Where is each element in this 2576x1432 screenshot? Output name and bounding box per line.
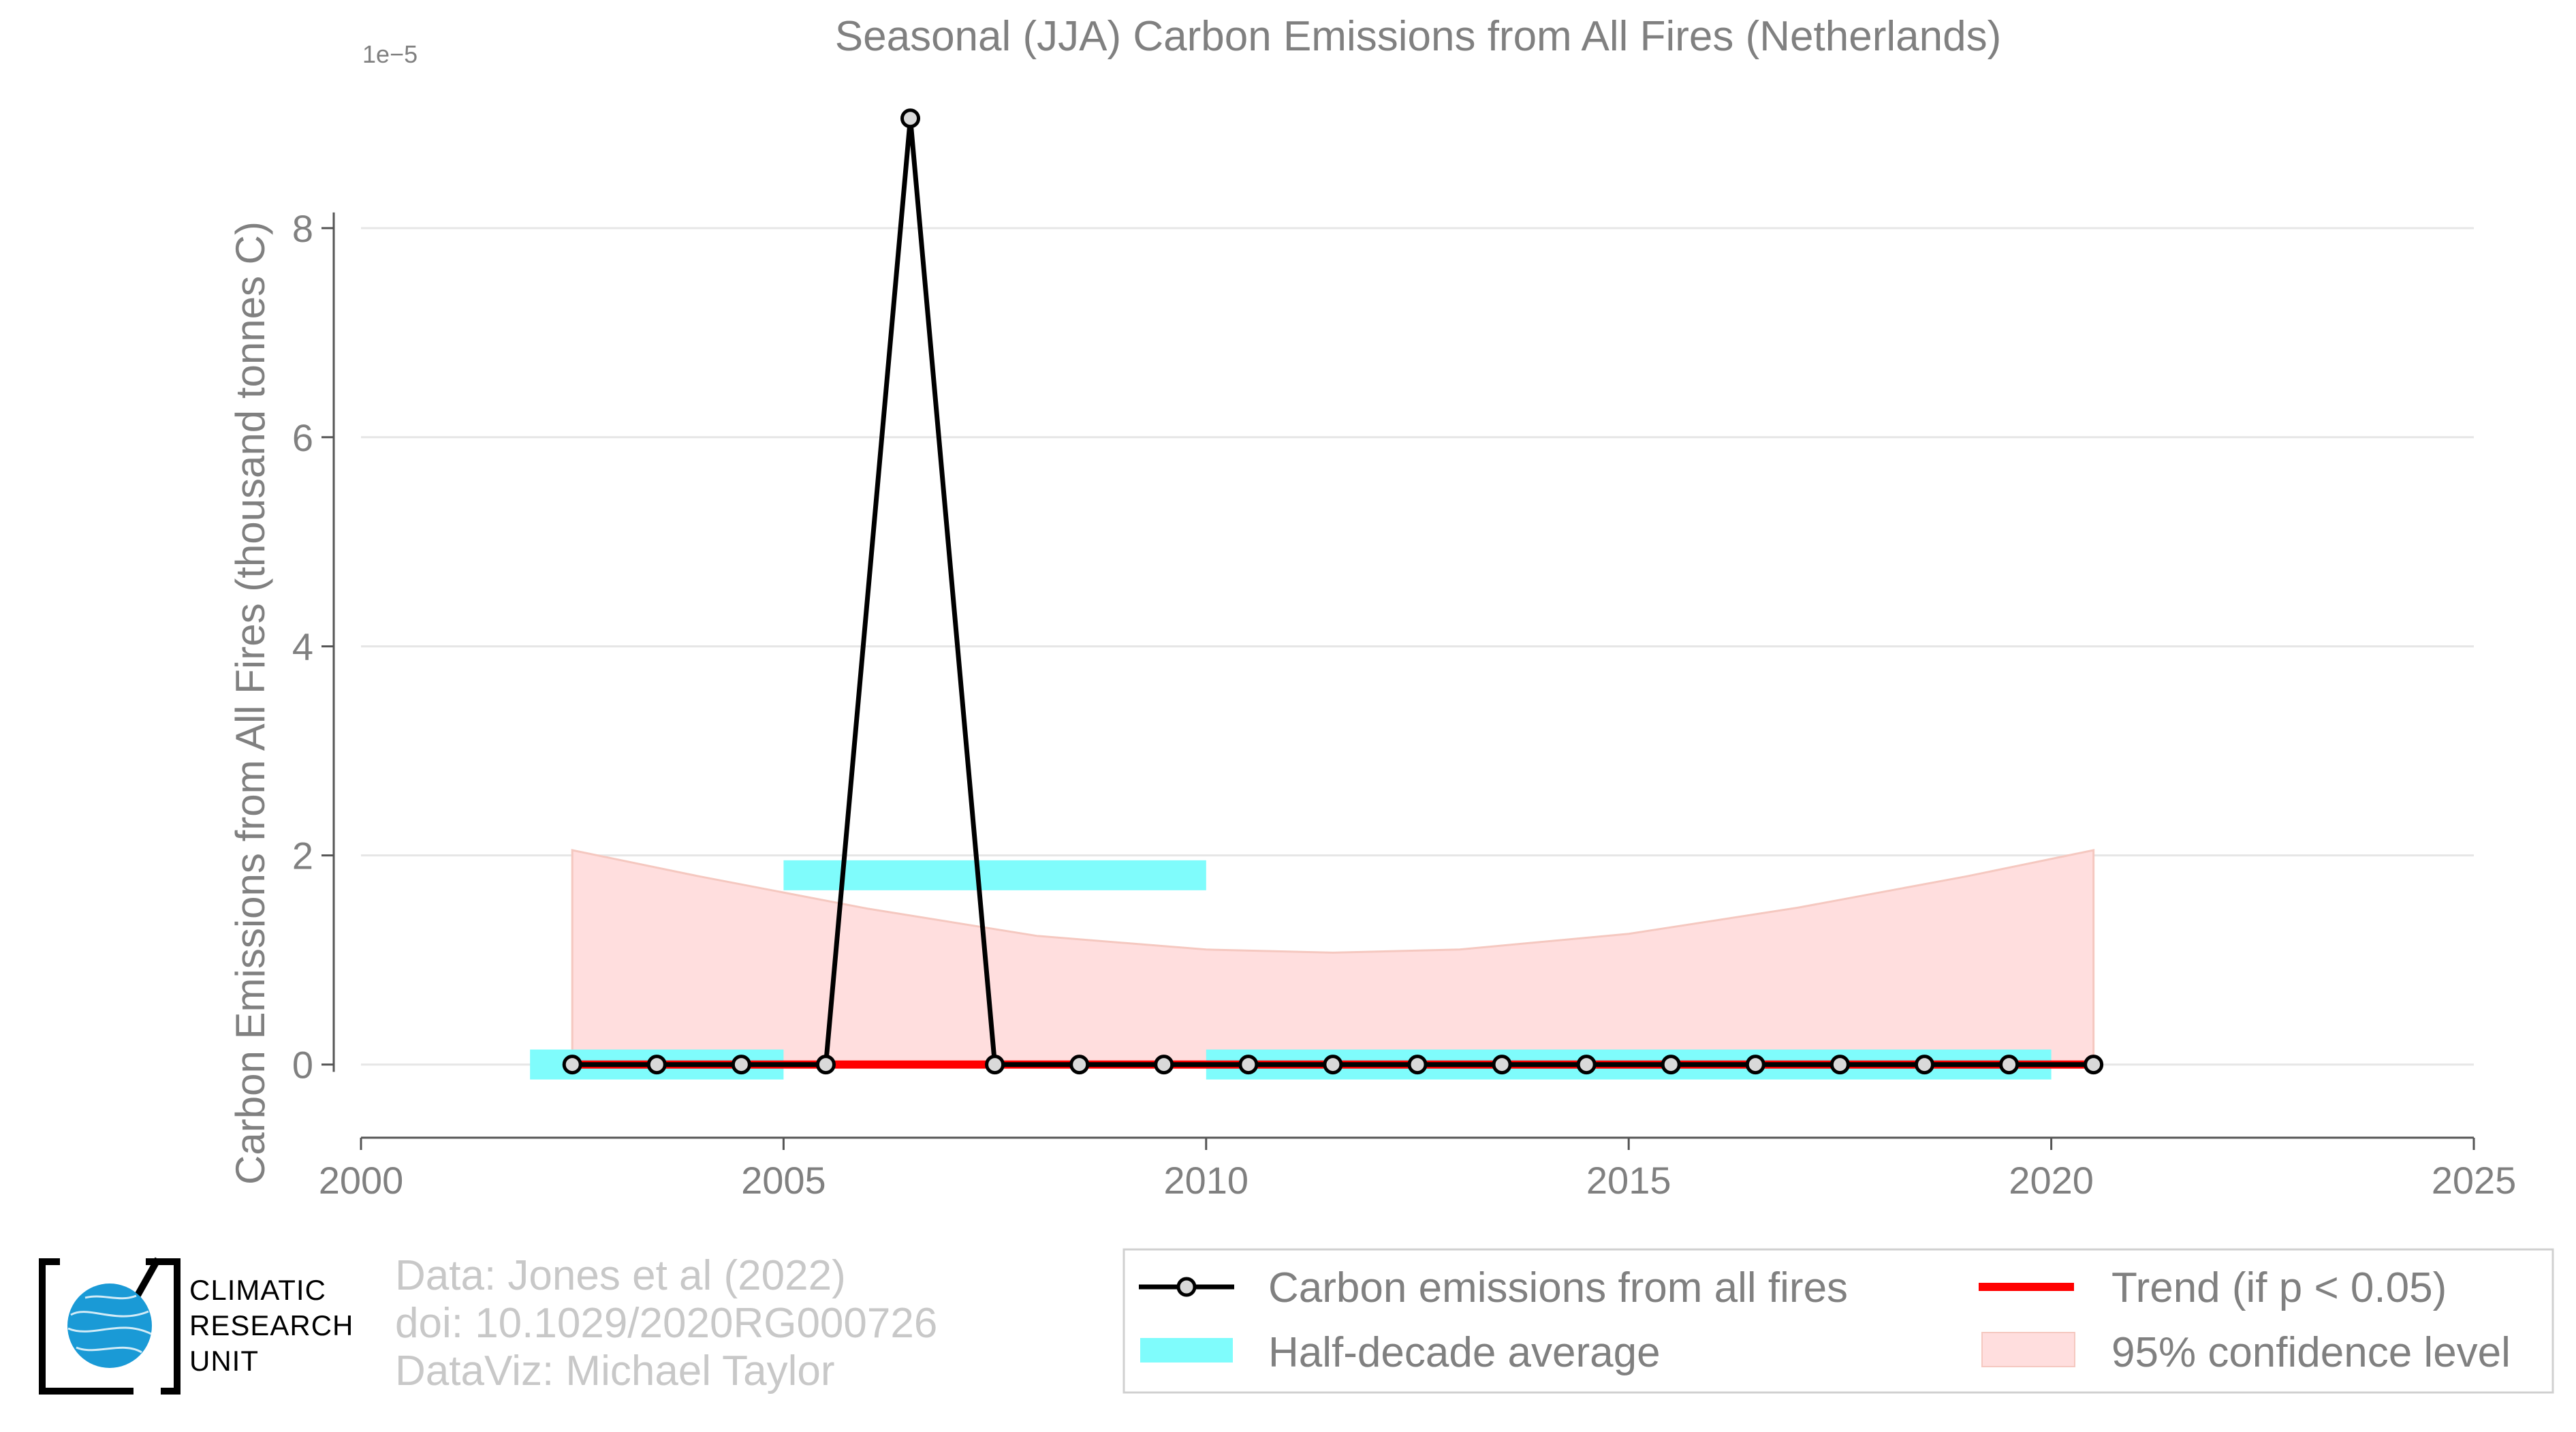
legend-swatch-half-decade bbox=[1140, 1338, 1233, 1363]
logo-text: CLIMATIC RESEARCH UNIT bbox=[189, 1273, 354, 1379]
data-point bbox=[815, 1055, 836, 1075]
logo-line-1: CLIMATIC bbox=[189, 1274, 326, 1306]
legend-label-half-decade: Half-decade average bbox=[1268, 1329, 1661, 1376]
credit-data-source: Data: Jones et al (2022) bbox=[395, 1252, 846, 1299]
chart-title: Seasonal (JJA) Carbon Emissions from All… bbox=[835, 13, 2001, 60]
logo-bracket-right bbox=[146, 1258, 180, 1395]
data-point bbox=[1999, 1055, 2020, 1075]
logo-line-3: UNIT bbox=[189, 1345, 259, 1377]
y-exponent-label: 1e−5 bbox=[362, 40, 418, 68]
y-axis-label: Carbon Emissions from All Fires (thousan… bbox=[227, 221, 273, 1185]
data-point bbox=[1829, 1055, 1850, 1075]
data-point bbox=[731, 1055, 751, 1075]
legend-swatch-confidence bbox=[1981, 1332, 2075, 1367]
y-tick-label: 6 bbox=[292, 416, 313, 459]
x-tick-label: 2015 bbox=[1586, 1159, 1671, 1202]
legend-frame bbox=[1122, 1248, 2554, 1394]
data-point bbox=[562, 1055, 582, 1075]
legend-marker-emissions bbox=[1176, 1277, 1197, 1297]
data-point bbox=[985, 1055, 1005, 1075]
data-point bbox=[1323, 1055, 1343, 1075]
emissions-series bbox=[562, 108, 2104, 1075]
globe-icon bbox=[67, 1283, 152, 1368]
x-tick-label: 2005 bbox=[741, 1159, 826, 1202]
data-point bbox=[1407, 1055, 1428, 1075]
data-credits: Data: Jones et al (2022) doi: 10.1029/20… bbox=[395, 1252, 937, 1395]
credit-dataviz: DataViz: Michael Taylor bbox=[395, 1348, 835, 1395]
y-tick-label: 0 bbox=[292, 1044, 313, 1087]
data-point bbox=[1154, 1055, 1174, 1075]
x-tick-label: 2020 bbox=[2009, 1159, 2094, 1202]
credit-doi: doi: 10.1029/2020RG000726 bbox=[395, 1300, 938, 1347]
data-point bbox=[1576, 1055, 1597, 1075]
data-point bbox=[1914, 1055, 1934, 1075]
x-tick-label: 2025 bbox=[2432, 1159, 2517, 1202]
logo-bracket-left bbox=[39, 1258, 133, 1395]
axes: 0 2 4 6 8 2000 2005 2010 2015 2020 2025 bbox=[292, 207, 2516, 1202]
y-tick-label: 2 bbox=[292, 835, 313, 877]
data-point bbox=[1069, 1055, 1090, 1075]
cru-logo bbox=[39, 1257, 180, 1395]
data-point bbox=[646, 1055, 667, 1075]
data-point bbox=[1661, 1055, 1681, 1075]
y-tick-label: 4 bbox=[292, 625, 313, 668]
data-point bbox=[1745, 1055, 1765, 1075]
x-tick-label: 2000 bbox=[319, 1159, 404, 1202]
data-point bbox=[2084, 1055, 2104, 1075]
grid bbox=[361, 227, 2474, 1066]
legend-label-emissions: Carbon emissions from all fires bbox=[1268, 1264, 1848, 1311]
data-point bbox=[900, 108, 921, 129]
legend-label-trend: Trend (if p < 0.05) bbox=[2111, 1264, 2447, 1311]
data-point bbox=[1492, 1055, 1512, 1075]
legend-label-confidence: 95% confidence level bbox=[2111, 1329, 2511, 1376]
data-point bbox=[1238, 1055, 1259, 1075]
y-tick-label: 8 bbox=[292, 207, 313, 250]
legend: Carbon emissions from all fires Half-dec… bbox=[1122, 1248, 2554, 1394]
x-tick-label: 2010 bbox=[1164, 1159, 1249, 1202]
logo-line-2: RESEARCH bbox=[189, 1309, 354, 1341]
half-decade-bar bbox=[783, 860, 1206, 890]
